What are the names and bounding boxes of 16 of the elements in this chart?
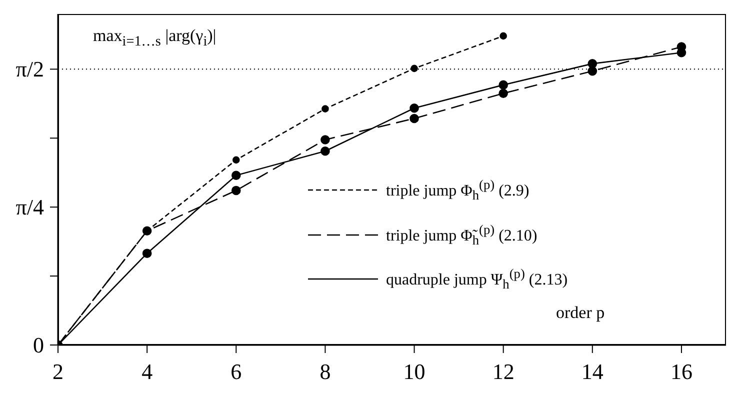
y-tick-label: π/2 <box>16 56 44 82</box>
y-axis-title: max$_{i=1…s}$ |arg(γ$_{i}$)| <box>93 26 216 50</box>
x-tick-label: 16 <box>670 359 692 384</box>
x-tick-label: 14 <box>581 359 604 384</box>
legend-label: triple jump Φ$_{h}$$^{(p)}$ (2.9) <box>386 176 530 205</box>
x-axis-title: order p <box>556 303 605 323</box>
legend-label: triple jump Φ̃$_{h}$$^{(p)}$ (2.10) <box>386 220 538 250</box>
x-tick-label: 10 <box>403 359 426 384</box>
y-tick-label: 0 <box>33 332 44 358</box>
x-tick-label: 12 <box>492 359 514 384</box>
x-tick-label: 4 <box>142 359 153 384</box>
y-tick-label: π/4 <box>16 194 44 220</box>
x-tick-label: 2 <box>52 359 64 384</box>
x-tick-label: 6 <box>230 359 242 384</box>
x-tick-label: 8 <box>320 359 331 384</box>
legend-label: quadruple jump Ψ$_{h}$$^{(p)}$ (2.13) <box>386 265 568 294</box>
